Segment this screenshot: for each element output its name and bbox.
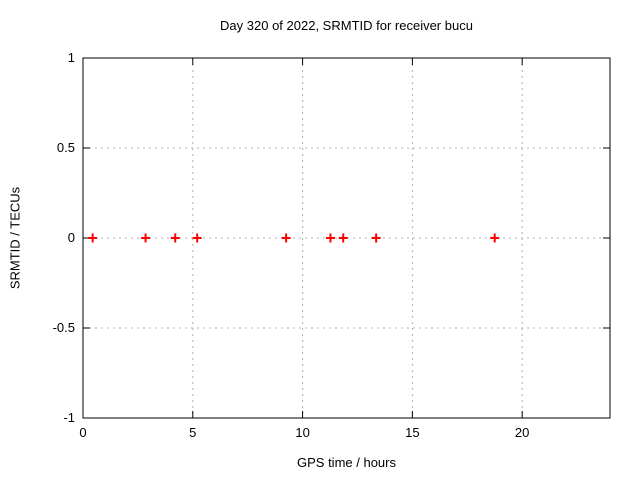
- data-point-marker: [141, 233, 151, 243]
- data-point-marker: [338, 233, 348, 243]
- data-point-marker: [371, 233, 381, 243]
- chart-title: Day 320 of 2022, SRMTID for receiver buc…: [220, 18, 473, 33]
- x-tick-label: 20: [515, 425, 529, 440]
- data-point-marker: [170, 233, 180, 243]
- y-tick-label: -0.5: [53, 320, 75, 335]
- data-point-marker: [88, 233, 98, 243]
- x-tick-label: 5: [189, 425, 196, 440]
- plot-border: [82, 57, 611, 419]
- data-point-marker: [325, 233, 335, 243]
- y-tick-label: -1: [63, 410, 75, 425]
- y-tick-label: 1: [68, 50, 75, 65]
- x-tick-label: 15: [405, 425, 419, 440]
- data-point-marker: [192, 233, 202, 243]
- data-point-marker: [281, 233, 291, 243]
- y-tick-label: 0.5: [57, 140, 75, 155]
- x-tick-label: 10: [295, 425, 309, 440]
- x-axis-label: GPS time / hours: [297, 455, 396, 470]
- y-tick-label: 0: [68, 230, 75, 245]
- x-tick-label: 0: [79, 425, 86, 440]
- data-point-marker: [490, 233, 500, 243]
